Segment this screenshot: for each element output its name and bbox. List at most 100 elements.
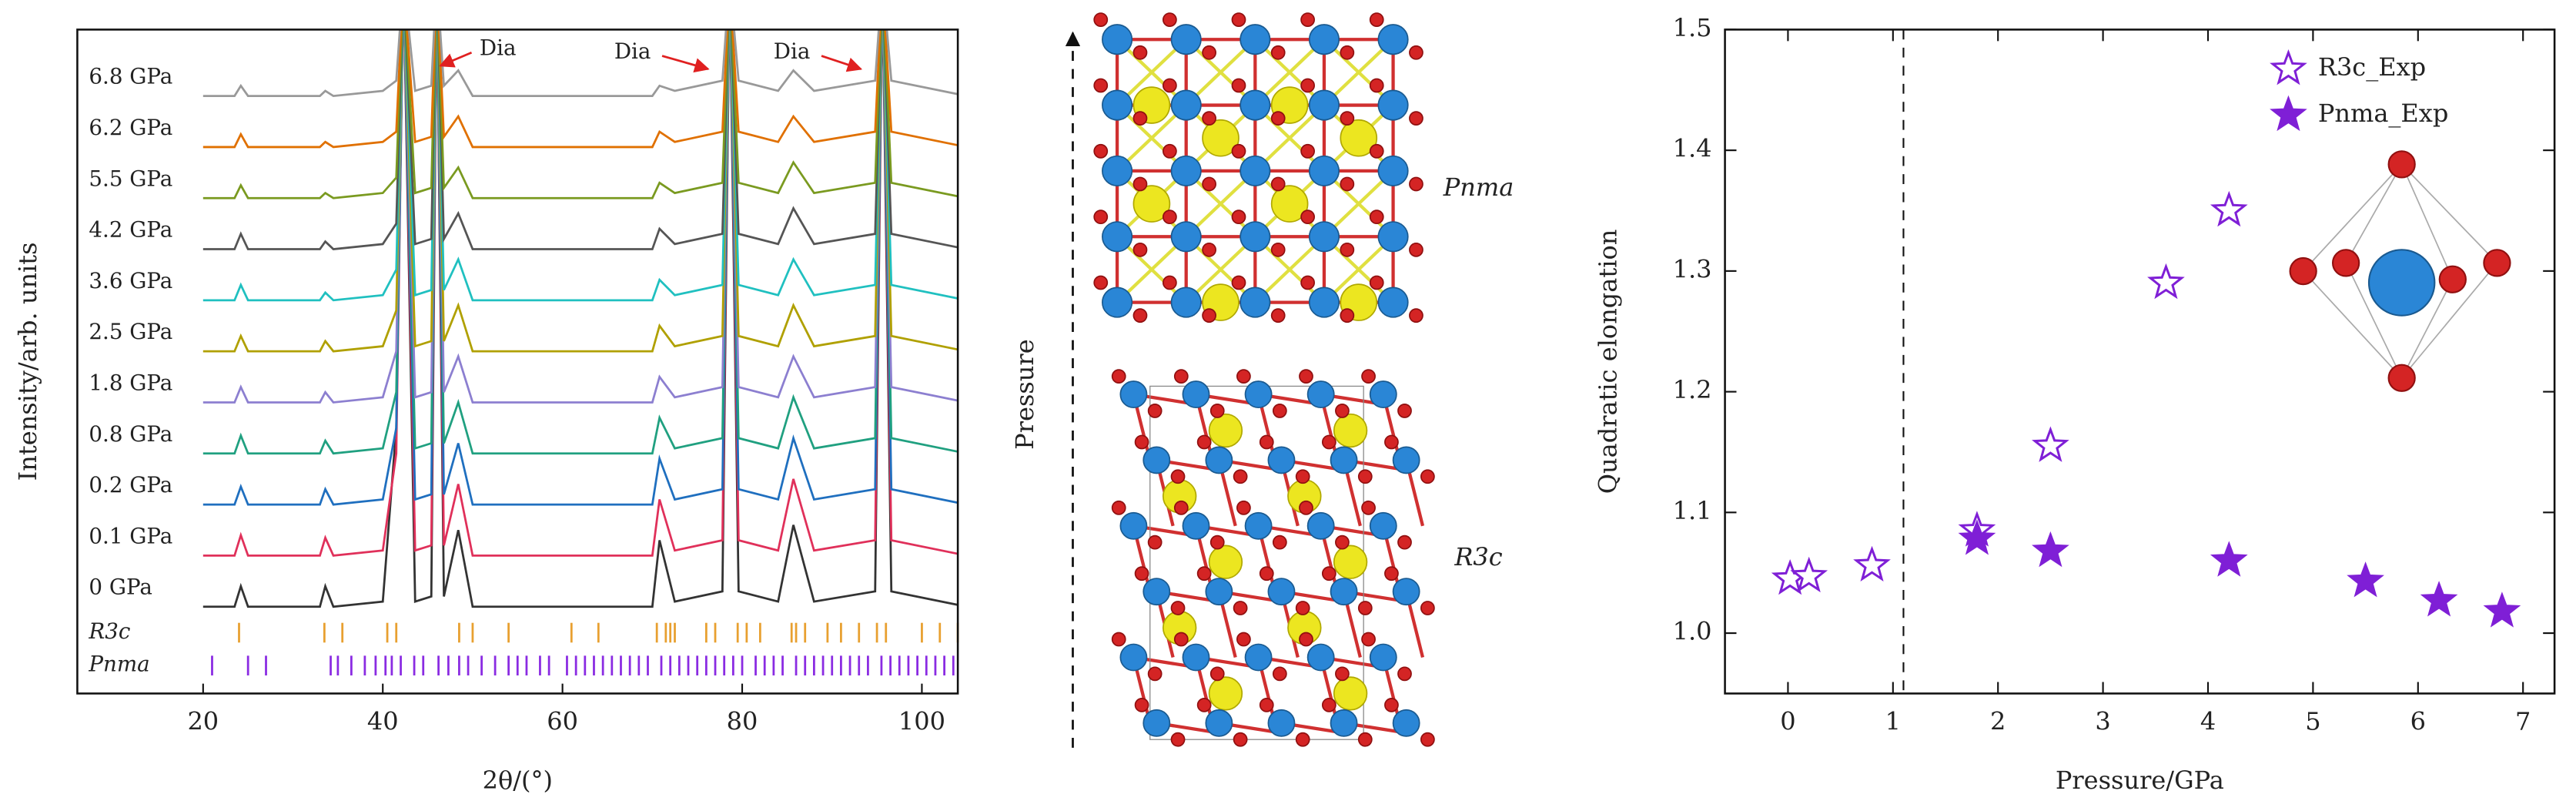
atom [1272, 404, 1287, 418]
atom [1321, 566, 1337, 581]
atom [1384, 566, 1399, 581]
atom [1147, 404, 1163, 418]
xrd-curve [202, 29, 958, 149]
xrd-curve [202, 29, 958, 98]
atom [1335, 404, 1350, 418]
phase-label: Pnma [88, 652, 149, 677]
atom [1119, 511, 1148, 540]
atom [1239, 155, 1271, 186]
data-point [2147, 263, 2185, 300]
atom [1270, 45, 1286, 60]
annotation: Dia [774, 39, 811, 64]
legend-label: Pnma_Exp [2318, 99, 2448, 128]
xrd-curve [202, 29, 958, 608]
data-point [2420, 581, 2458, 617]
atom [1259, 566, 1274, 581]
bond [1323, 235, 1395, 304]
legend-marker [2270, 95, 2307, 132]
atom [1244, 643, 1273, 672]
atom [1267, 446, 1296, 474]
atom [1272, 666, 1287, 682]
atom [1420, 601, 1435, 615]
atom [1377, 155, 1409, 186]
data-point [2032, 426, 2069, 462]
x-axis-label: 2θ/(°) [483, 766, 553, 795]
atom [1295, 732, 1310, 747]
data-point [2210, 190, 2248, 227]
inset-atom [2483, 249, 2511, 277]
atom [1208, 676, 1243, 711]
annotation: Dia [614, 39, 651, 64]
atom [1295, 469, 1310, 484]
atom [1259, 697, 1274, 712]
atom [1330, 446, 1358, 474]
atom [1119, 643, 1148, 672]
atom [1308, 24, 1340, 55]
atom [1202, 308, 1216, 323]
bond [1185, 235, 1256, 304]
atom [1093, 275, 1109, 290]
atom [1147, 535, 1163, 550]
atom [1132, 45, 1148, 60]
atom [1170, 24, 1202, 55]
bond [1323, 38, 1395, 107]
atom [1299, 369, 1313, 384]
scatter-panel: 0 1 2 3 4 5 6 7 1.0 1.1 1.2 1.3 1.4 1.5 Pressure/GPa Qu… [1594, 13, 2556, 795]
atom [1132, 111, 1148, 126]
atom [1205, 578, 1233, 606]
series-label: 3.6 GPa [89, 268, 172, 293]
phase-label: R3c [88, 618, 130, 644]
atom [1239, 89, 1271, 121]
x-tick-label: 3 [2095, 706, 2110, 736]
atom [1420, 469, 1435, 484]
atom [1239, 221, 1271, 253]
atom [1209, 666, 1225, 682]
atom [1361, 500, 1376, 515]
x-tick-label: 0 [1780, 706, 1795, 736]
x-tick-label: 4 [2200, 706, 2216, 736]
atom [1142, 709, 1171, 737]
data-point [2210, 541, 2248, 577]
inset-bond [2400, 279, 2454, 379]
atom [1093, 12, 1109, 27]
atom [1202, 119, 1239, 157]
atom [1330, 709, 1358, 737]
atom [1300, 209, 1315, 225]
atom [1392, 578, 1420, 606]
atom [1270, 308, 1286, 323]
x-tick-label: 5 [2305, 706, 2320, 736]
inset-bond [2401, 262, 2498, 379]
x-tick-label: 40 [367, 706, 399, 736]
atom [1202, 176, 1216, 192]
atom [1369, 12, 1384, 27]
atom [1384, 434, 1399, 450]
atom [1162, 275, 1177, 290]
xrd-curve [202, 29, 958, 404]
atom [1093, 143, 1109, 159]
atom [1340, 111, 1355, 126]
atom [1295, 601, 1310, 615]
atom [1409, 111, 1423, 126]
atom [1102, 24, 1133, 55]
atom [1173, 369, 1189, 384]
atom [1134, 697, 1149, 712]
data-point [1790, 556, 1828, 593]
atom [1196, 434, 1212, 450]
inset-bond [2345, 163, 2403, 263]
atom [1182, 380, 1210, 409]
y-axis-label: Intensity/arb. units [13, 242, 42, 481]
atom [1321, 697, 1337, 712]
data-point [2347, 561, 2384, 598]
atom [1420, 732, 1435, 747]
atom [1231, 143, 1246, 159]
atom [1233, 469, 1248, 484]
atom [1369, 78, 1384, 93]
atom [1300, 143, 1315, 159]
atom [1270, 176, 1286, 192]
atom [1377, 24, 1409, 55]
plot-frame [1724, 28, 2556, 695]
atom [1162, 209, 1177, 225]
atom [1306, 380, 1335, 409]
atom [1170, 469, 1186, 484]
